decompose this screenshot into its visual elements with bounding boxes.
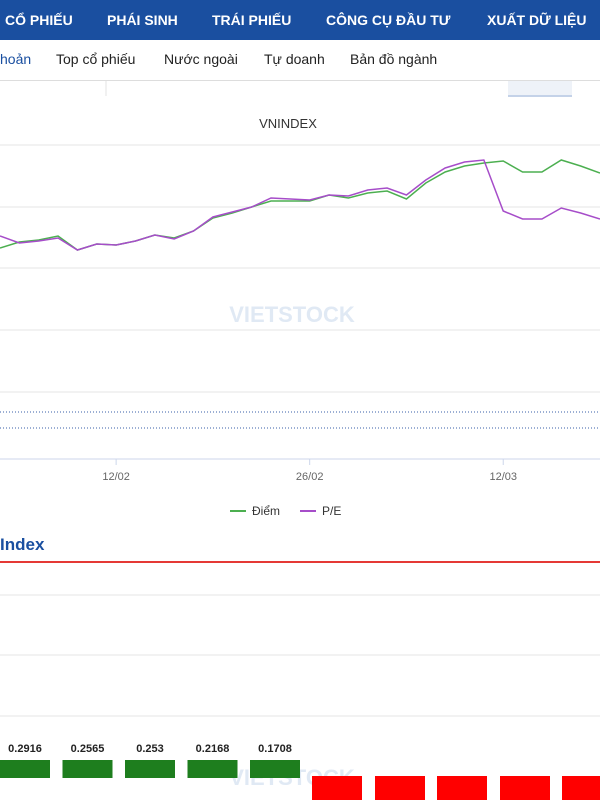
bar-decor <box>375 776 425 800</box>
range-button[interactable] <box>508 81 572 97</box>
bar <box>0 760 50 778</box>
x-tick-label: 12/02 <box>102 471 130 483</box>
bar <box>187 760 238 778</box>
value-label: 0.1708 <box>258 743 292 755</box>
tab[interactable]: Top cổ phiếu <box>56 51 136 67</box>
chart-title: VNINDEX <box>259 116 317 131</box>
bar-decor <box>562 776 600 800</box>
chart-title: Index <box>0 535 45 554</box>
legend-label: P/E <box>322 504 341 518</box>
nav-item[interactable]: PHÁI SINH <box>107 12 178 28</box>
series-line <box>0 159 600 251</box>
bar-decor <box>437 776 487 800</box>
watermark: VIETSTOCK <box>229 302 355 327</box>
tab[interactable]: Tự doanh <box>264 51 325 67</box>
tab[interactable]: hoản <box>0 51 32 67</box>
tab[interactable]: Nước ngoài <box>164 51 238 67</box>
nav-item[interactable]: TRÁI PHIẾU <box>212 12 292 28</box>
grid <box>0 144 600 393</box>
legend-label: Điểm <box>252 504 280 518</box>
bar <box>250 760 300 778</box>
value-label: 0.2916 <box>8 743 42 755</box>
bar <box>62 760 113 778</box>
filter-strip <box>0 81 600 97</box>
top-nav: CỔ PHIẾU PHÁI SINH TRÁI PHIẾU CÔNG CỤ ĐẦ… <box>0 0 600 40</box>
nav-item[interactable]: XUẤT DỮ LIỆU <box>487 12 587 28</box>
series-line <box>0 159 600 251</box>
value-label: 0.2565 <box>71 743 105 755</box>
value-label: 0.253 <box>136 743 164 755</box>
bar-decor <box>500 776 550 800</box>
x-tick-label: 12/03 <box>489 471 517 483</box>
tab-bar: hoản Top cổ phiếu Nước ngoài Tự doanh Bả… <box>0 40 600 81</box>
negative-bars <box>312 776 600 800</box>
bar <box>125 760 175 778</box>
nav-item[interactable]: CỔ PHIẾU <box>5 12 73 28</box>
value-label: 0.2168 <box>196 743 230 755</box>
tab[interactable]: Bản đồ ngành <box>350 51 438 67</box>
grid <box>0 594 600 717</box>
x-tick-label: 26/02 <box>296 471 324 483</box>
nav-item[interactable]: CÔNG CỤ ĐẦU TƯ <box>326 12 451 28</box>
bar-decor <box>312 776 362 800</box>
